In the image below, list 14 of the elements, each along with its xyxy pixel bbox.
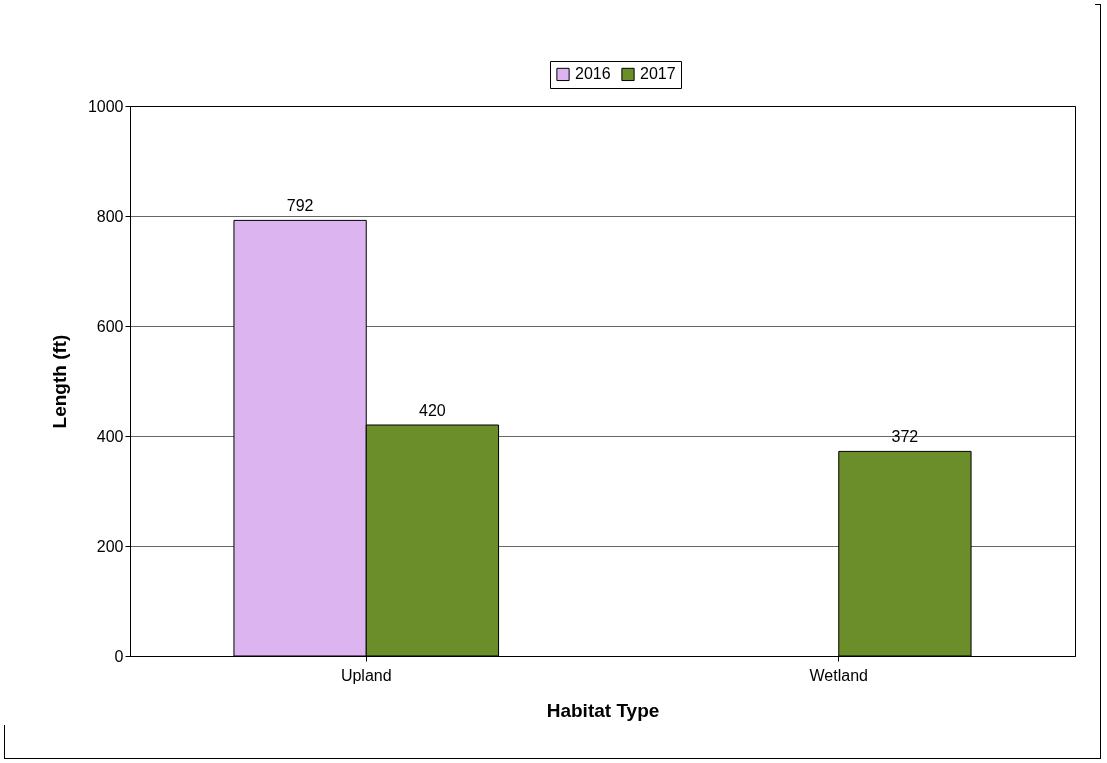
y-tick-label: 800 — [96, 207, 124, 225]
legend-label: 2017 — [640, 65, 676, 83]
x-tick-label: Wetland — [809, 666, 868, 684]
data-label: 420 — [419, 402, 446, 419]
x-axis-title: Habitat Type — [546, 699, 660, 721]
y-axis-title: Length (ft) — [48, 334, 70, 429]
y-tick-label: 200 — [96, 537, 124, 555]
y-tick-label: 600 — [96, 317, 124, 335]
y-tick-label: 1000 — [87, 97, 124, 115]
y-tick-label: 0 — [114, 647, 124, 665]
x-tick-label: Upland — [340, 666, 392, 684]
legend-label: 2016 — [575, 65, 611, 83]
y-tick-label: 400 — [96, 427, 124, 445]
data-label: 792 — [286, 197, 314, 215]
